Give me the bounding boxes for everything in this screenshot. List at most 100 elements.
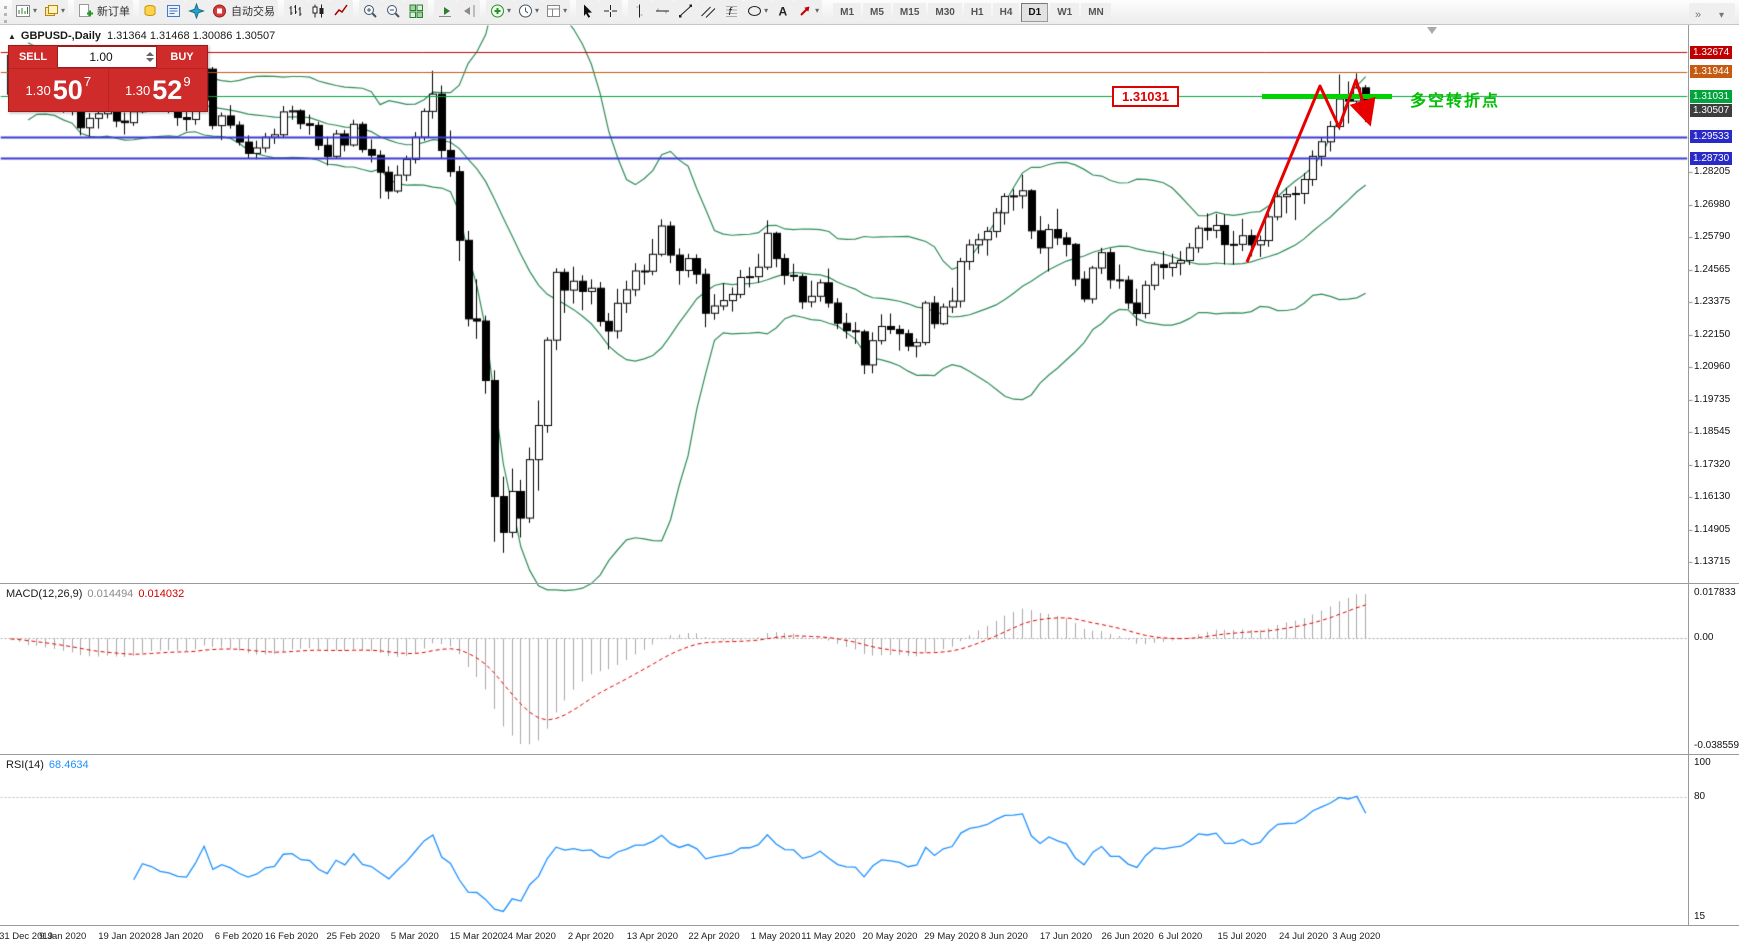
- chevron-down-icon: ▾: [535, 6, 540, 16]
- data-window-button[interactable]: [162, 0, 186, 22]
- pivot-text-label[interactable]: 多空转折点: [1410, 93, 1501, 110]
- trendline-button[interactable]: [674, 0, 698, 22]
- tf-W1-button[interactable]: W1: [1050, 2, 1080, 22]
- date-tick-label: 25 Feb 2020: [326, 931, 380, 942]
- buy-button[interactable]: BUY: [157, 46, 207, 68]
- tf-M1-button[interactable]: M1: [833, 2, 862, 22]
- new-order-button[interactable]: 新订单: [74, 0, 134, 22]
- price-scale[interactable]: 1.28205 1.26980 1.25790 1.24565 1.23375 1.221…: [1689, 25, 1739, 948]
- new-order-label: 新订单: [97, 5, 131, 18]
- macd-header: MACD(12,26,9) 0.014494 0.014032: [6, 588, 184, 600]
- axis-separator: [0, 925, 1739, 926]
- spinner-up-icon[interactable]: [146, 52, 154, 56]
- dropdown-icon: ▾: [1715, 6, 1732, 22]
- volume-field[interactable]: 1.00: [57, 46, 157, 68]
- horizontal-line-button[interactable]: [651, 0, 675, 22]
- rsi-scale-max: 100: [1694, 757, 1711, 768]
- arrows-icon: [797, 3, 814, 19]
- zoom-in-icon: [362, 3, 379, 19]
- chart-shift-marker[interactable]: [1427, 27, 1437, 34]
- zoom-out-button[interactable]: [382, 0, 406, 22]
- one-click-collapse-icon[interactable]: ▲: [8, 32, 16, 41]
- vertical-line-button[interactable]: [628, 0, 652, 22]
- toolbar: ▾ ▾ 新订单 自动交易 ▾ ▾ ▾ f ▾ A ▾ M1 M5 M15 M30 H1 H4 D1 W1 MN: [0, 0, 1739, 25]
- price-marker-label: 1.31031: [1690, 89, 1733, 103]
- chart-shift-button[interactable]: [457, 0, 481, 22]
- date-tick-label: 24 Mar 2020: [502, 931, 556, 942]
- profiles-button[interactable]: ▾: [40, 0, 69, 22]
- arrows-button[interactable]: ▾: [794, 0, 823, 22]
- svg-text:f: f: [729, 6, 733, 18]
- zoom-out-icon: [385, 3, 402, 19]
- chart-shift-icon: [460, 3, 477, 19]
- bar-chart-button[interactable]: [284, 0, 308, 22]
- date-tick-label: 1 May 2020: [750, 931, 801, 942]
- dropdown-button[interactable]: ▾: [1712, 3, 1735, 24]
- spinner-down-icon[interactable]: [146, 58, 154, 62]
- price-callout-box[interactable]: 1.31031: [1112, 86, 1179, 107]
- crosshair-button[interactable]: [599, 0, 623, 22]
- auto-trading-label: 自动交易: [231, 5, 276, 18]
- date-tick-label: 28 Jan 2020: [151, 931, 204, 942]
- volume-value[interactable]: 1.00: [89, 50, 113, 64]
- price-tick-label: 1.20960: [1694, 361, 1731, 373]
- equidistant-channel-icon: [700, 3, 717, 19]
- price-scale-separator[interactable]: [1688, 25, 1689, 926]
- ask-price-button[interactable]: 1.30 52 9: [107, 69, 207, 111]
- tf-M15-button[interactable]: M15: [892, 2, 927, 22]
- panel-separator[interactable]: [0, 583, 1739, 584]
- date-axis[interactable]: 31 Dec 2019 9 Jan 2020 19 Jan 2020 28 Jan 2…: [0, 926, 1739, 948]
- rsi-value: 68.4634: [48, 759, 89, 771]
- date-tick-label: 2 Apr 2020: [567, 931, 614, 942]
- zoom-in-button[interactable]: [359, 0, 383, 22]
- auto-scroll-button[interactable]: [434, 0, 458, 22]
- cursor-button[interactable]: [576, 0, 600, 22]
- shapes-button[interactable]: ▾: [743, 0, 772, 22]
- tf-M30-button[interactable]: M30: [928, 2, 962, 22]
- bid-price-button[interactable]: 1.30 50 7: [9, 69, 108, 111]
- line-chart-button[interactable]: [330, 0, 354, 22]
- tf-M5-button[interactable]: M5: [863, 2, 891, 22]
- indicators-button[interactable]: ▾: [486, 0, 515, 22]
- tf-MN-button[interactable]: MN: [1081, 2, 1111, 22]
- indicators-icon: [489, 3, 506, 19]
- new-chart-icon: [15, 3, 32, 19]
- date-tick-label: 26 Jun 2020: [1101, 931, 1154, 942]
- sell-button[interactable]: SELL: [9, 46, 57, 68]
- ask-point: 9: [183, 73, 191, 89]
- tf-D1-button[interactable]: D1: [1021, 2, 1049, 22]
- price-tick-label: 1.18545: [1694, 426, 1731, 438]
- date-tick-label: 6 Feb 2020: [214, 931, 263, 942]
- panel-separator[interactable]: [0, 754, 1739, 755]
- new-chart-button[interactable]: ▾: [12, 0, 41, 22]
- date-tick-label: 20 May 2020: [862, 931, 918, 942]
- candlestick-chart-button[interactable]: [307, 0, 331, 22]
- date-tick-label: 5 Mar 2020: [390, 931, 439, 942]
- price-tick-label: 1.16130: [1694, 491, 1731, 503]
- auto-trading-button[interactable]: 自动交易: [208, 0, 279, 22]
- ask-figure: 1.30: [124, 82, 151, 98]
- price-tick-label: 1.22150: [1694, 329, 1731, 341]
- volume-stepper[interactable]: [144, 52, 156, 62]
- equidistant-channel-button[interactable]: [697, 0, 721, 22]
- price-marker-label: 1.31944: [1690, 65, 1733, 79]
- chevron-down-icon: ▾: [507, 6, 512, 16]
- overflow-chevrons-button[interactable]: »: [1689, 3, 1712, 24]
- market-watch-button[interactable]: [139, 0, 163, 22]
- tf-H4-button[interactable]: H4: [992, 2, 1020, 22]
- date-tick-label: 17 Jun 2020: [1039, 931, 1093, 942]
- templates-button[interactable]: ▾: [542, 0, 571, 22]
- periods-button[interactable]: ▾: [514, 0, 543, 22]
- fibonacci-button[interactable]: f: [720, 0, 744, 22]
- chevron-down-icon: ▾: [33, 6, 38, 16]
- navigator-button[interactable]: [185, 0, 209, 22]
- tile-windows-button[interactable]: [405, 0, 429, 22]
- text-button[interactable]: A: [771, 0, 795, 22]
- toolbar-drag-handle[interactable]: [4, 5, 7, 23]
- pivot-level-segment[interactable]: [1262, 93, 1392, 99]
- ohlc-values: 1.31364 1.31468 1.30086 1.30507: [107, 30, 276, 42]
- tf-H1-button[interactable]: H1: [963, 2, 991, 22]
- price-tick-label: 1.25790: [1694, 231, 1731, 243]
- date-tick-label: 3 Aug 2020: [1332, 931, 1381, 942]
